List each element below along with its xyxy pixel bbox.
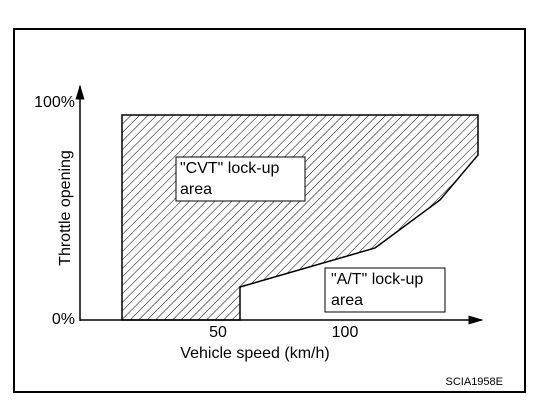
frame bbox=[13, 28, 526, 393]
region-label: "CVT" lock-up bbox=[180, 160, 279, 177]
x-tick-label: 100 bbox=[332, 324, 359, 341]
y-axis-label: Throttle opening bbox=[57, 150, 74, 266]
y-tick-label: 100% bbox=[34, 94, 75, 111]
region-label: "A/T" lock-up bbox=[331, 271, 423, 288]
figure-code: SCIA1958E bbox=[446, 376, 503, 388]
region-label: area bbox=[331, 292, 363, 309]
y-tick-label: 0% bbox=[52, 311, 75, 328]
label-box bbox=[324, 267, 446, 313]
x-tick-label: 50 bbox=[209, 324, 227, 341]
region-label: area bbox=[180, 181, 212, 198]
label-box bbox=[175, 156, 306, 202]
x-axis-label: Vehicle speed (km/h) bbox=[180, 345, 329, 362]
